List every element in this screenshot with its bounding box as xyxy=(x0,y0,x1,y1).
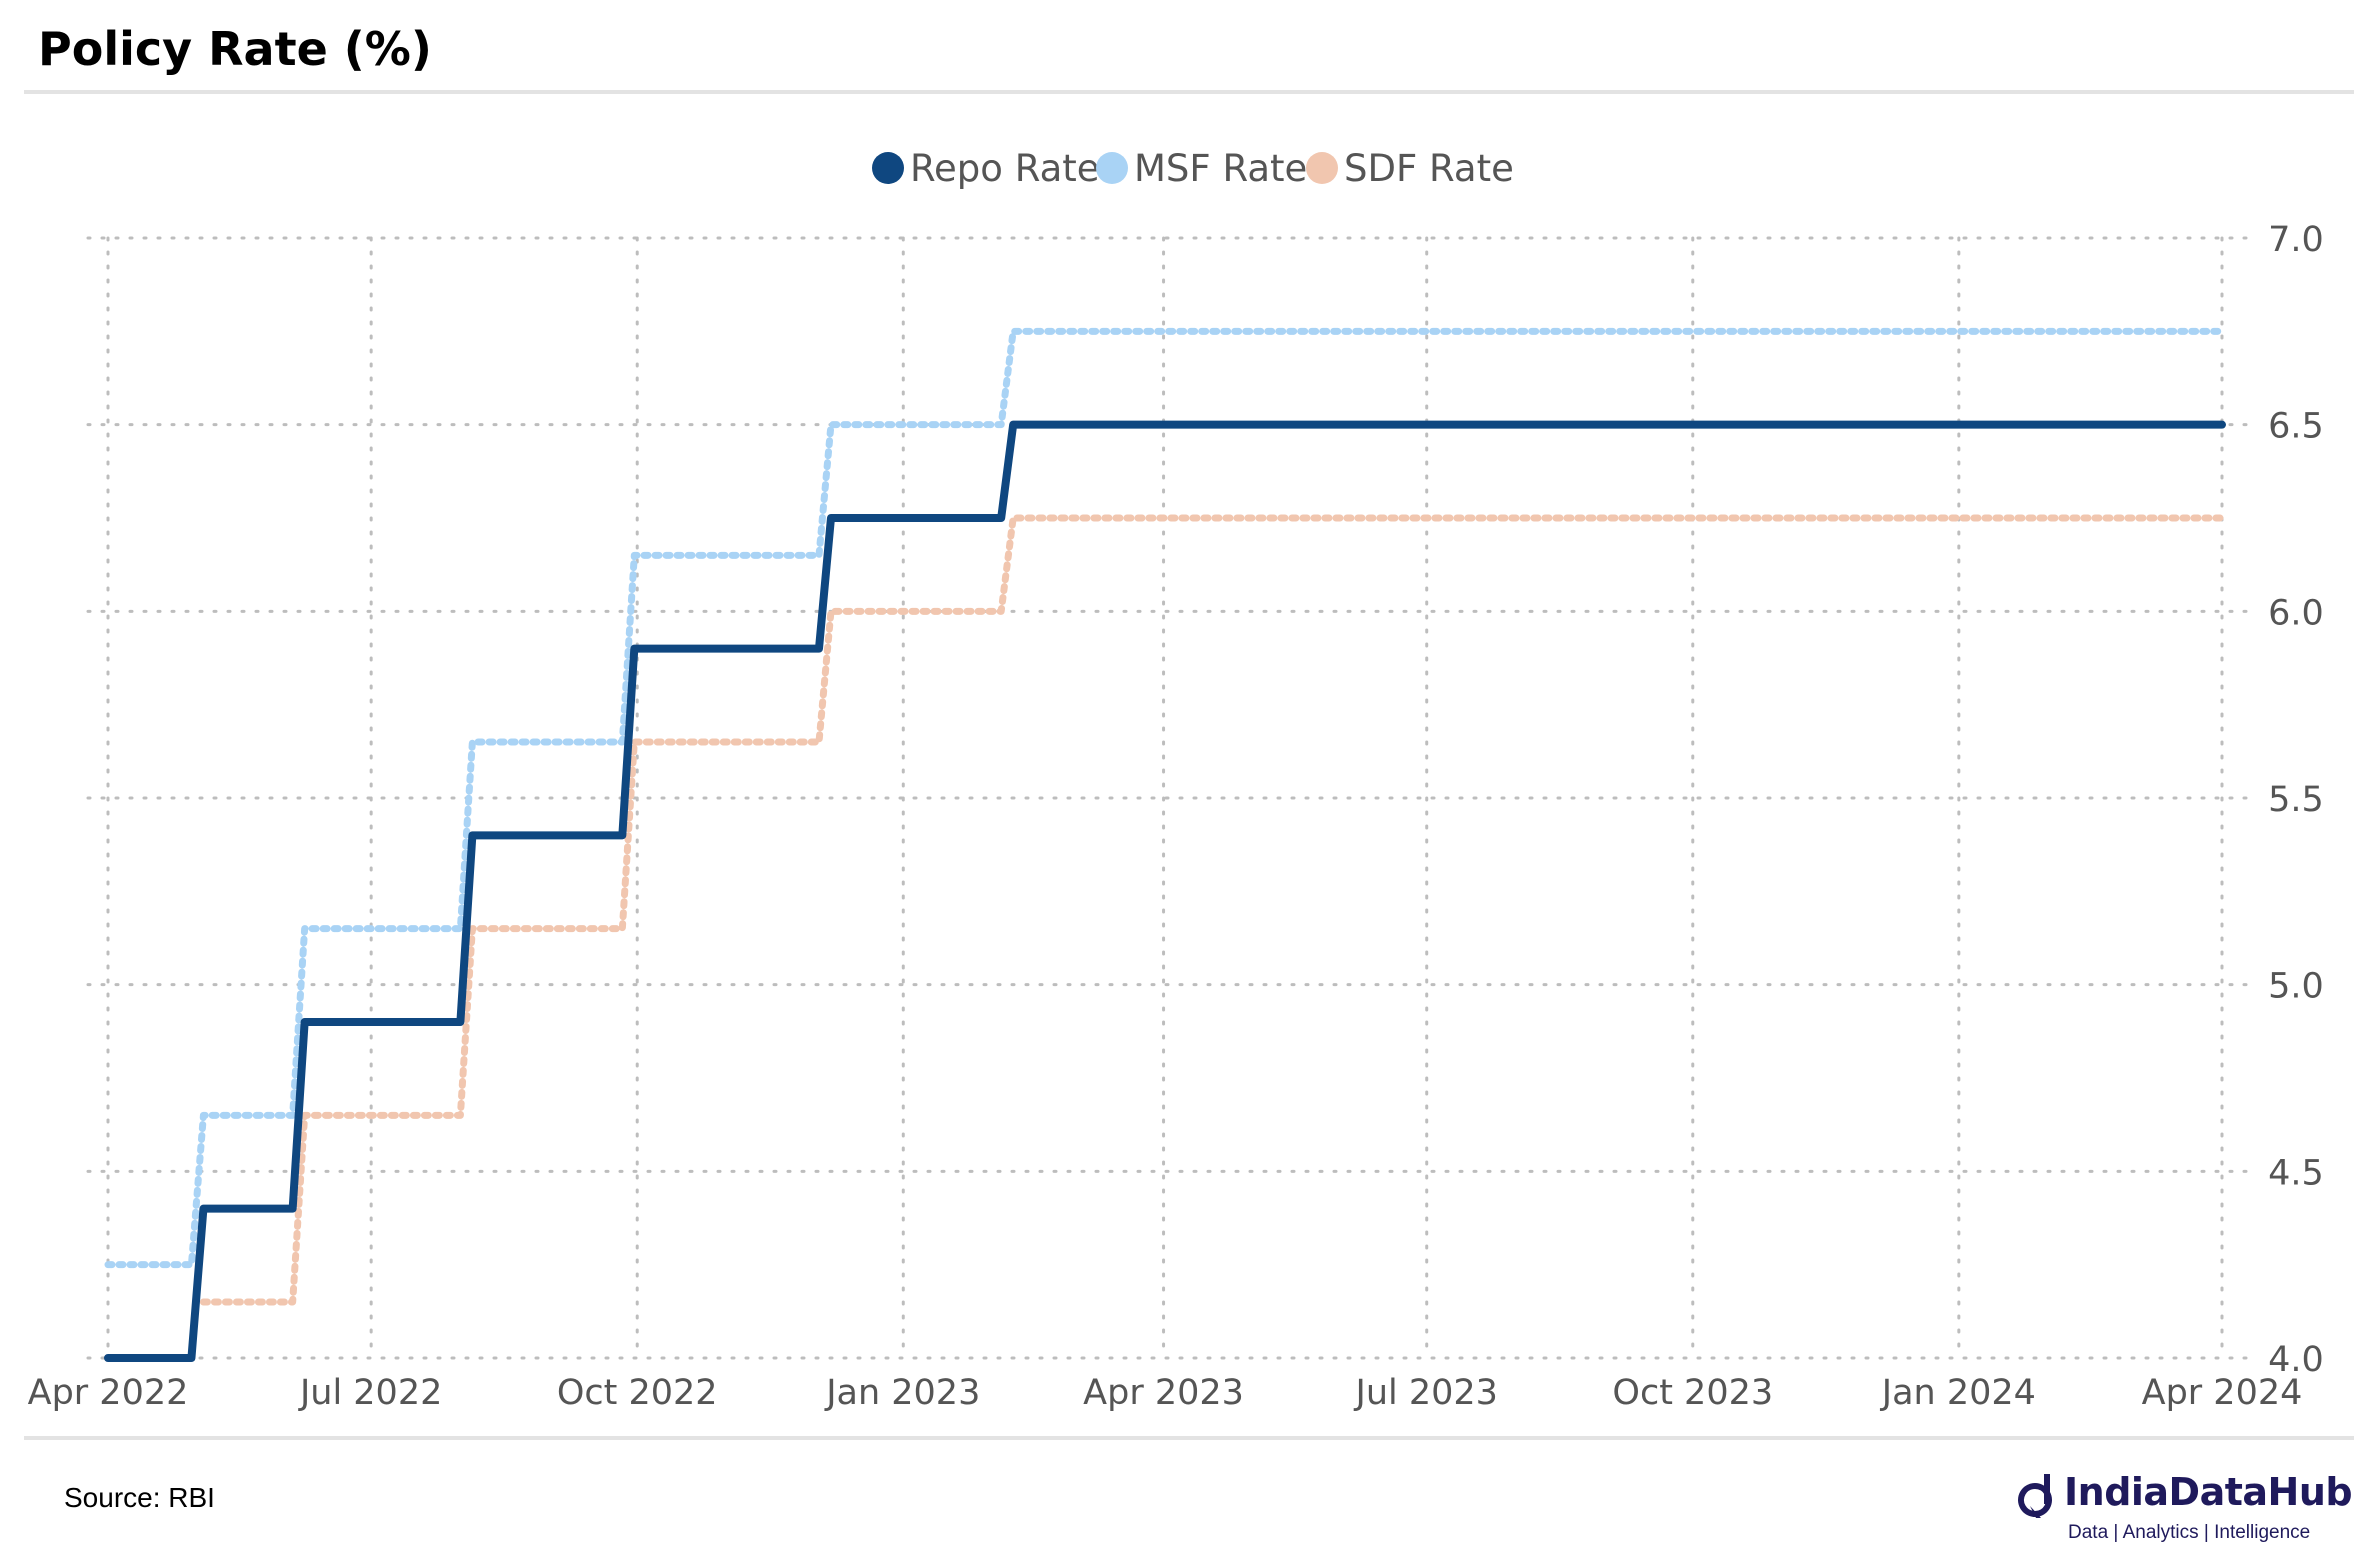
y-tick-label: 5.5 xyxy=(2268,780,2324,820)
y-tick-label: 4.0 xyxy=(2268,1340,2324,1380)
y-tick-label: 4.5 xyxy=(2268,1153,2324,1193)
sdf-rate-legend-marker xyxy=(1306,152,1338,184)
chart-title: Policy Rate (%) xyxy=(38,22,432,76)
chart-grid xyxy=(86,236,2250,1360)
y-tick-label: 7.0 xyxy=(2268,220,2324,260)
indiadatahub-logo-icon xyxy=(2018,1474,2052,1518)
y-tick-label: 5.0 xyxy=(2268,967,2324,1007)
x-tick-label: Apr 2024 xyxy=(2142,1373,2303,1413)
chart-series xyxy=(104,327,2226,1362)
brand-tagline: Data | Analytics | Intelligence xyxy=(2068,1522,2311,1543)
x-tick-label: Jan 2023 xyxy=(824,1373,980,1413)
repo-rate-line xyxy=(104,420,2226,1362)
chart-legend: Repo Rate MSF Rate SDF Rate xyxy=(872,147,1514,190)
brand-name: IndiaDataHub xyxy=(2064,1470,2353,1514)
policy-rate-chart: Repo Rate MSF Rate SDF Rate 4.0 4.5 5.0 5.5 6.… xyxy=(28,147,2324,1413)
repo-rate-legend-marker xyxy=(872,152,904,184)
x-tick-label: Oct 2022 xyxy=(557,1373,718,1413)
sdf-rate-line xyxy=(199,514,2226,1306)
footer-divider xyxy=(24,1436,2354,1440)
msf-rate-legend-marker xyxy=(1096,152,1128,184)
header-divider xyxy=(24,90,2354,94)
brand-block: IndiaDataHub Data | Analytics | Intellig… xyxy=(2014,1464,2354,1554)
repo-rate-legend-label: Repo Rate xyxy=(910,147,1100,190)
sdf-rate-legend-label: SDF Rate xyxy=(1344,147,1514,190)
x-tick-label: Jul 2023 xyxy=(1354,1373,1498,1413)
y-tick-label: 6.0 xyxy=(2268,593,2324,633)
msf-rate-legend-label: MSF Rate xyxy=(1134,147,1307,190)
x-axis: Apr 2022 Jul 2022 Oct 2022 Jan 2023 Apr 2023… xyxy=(28,1373,2303,1413)
x-tick-label: Apr 2023 xyxy=(1083,1373,1244,1413)
msf-rate-line xyxy=(104,327,2226,1269)
x-tick-label: Jan 2024 xyxy=(1880,1373,2036,1413)
x-tick-label: Oct 2023 xyxy=(1612,1373,1773,1413)
x-tick-label: Apr 2022 xyxy=(28,1373,189,1413)
y-axis: 4.0 4.5 5.0 5.5 6.0 6.5 7.0 xyxy=(2268,220,2324,1380)
y-tick-label: 6.5 xyxy=(2268,407,2324,447)
source-note: Source: RBI xyxy=(64,1482,215,1513)
x-tick-label: Jul 2022 xyxy=(298,1373,442,1413)
